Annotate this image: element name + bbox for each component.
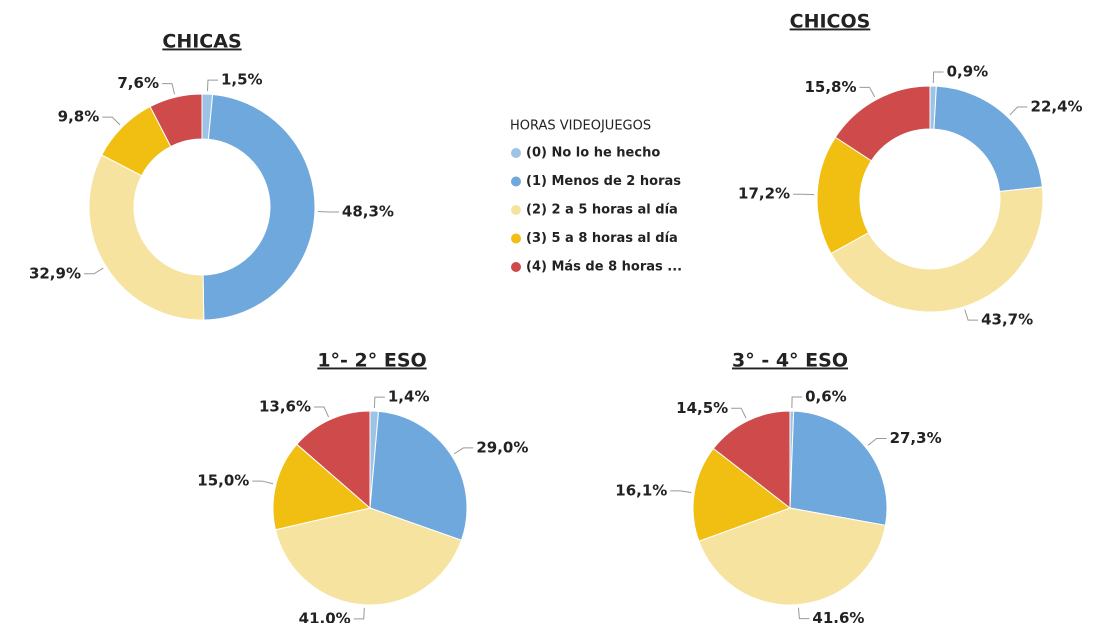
legend-label: (2) 2 a 5 horas al día xyxy=(526,203,678,218)
data-label: 16,1% xyxy=(615,481,667,499)
leader-line xyxy=(353,607,365,620)
slice xyxy=(830,186,1044,313)
chart-title: CHICAS xyxy=(162,31,241,53)
slice xyxy=(834,85,931,162)
data-label: 1,4% xyxy=(388,388,430,406)
slice xyxy=(149,93,203,148)
slice xyxy=(88,154,205,321)
leader-line xyxy=(797,607,810,620)
leader-line xyxy=(859,86,876,98)
leader-line xyxy=(314,406,330,418)
slice xyxy=(369,410,468,541)
leader-line xyxy=(373,396,385,409)
slice xyxy=(274,507,463,606)
slice xyxy=(202,93,316,321)
legend-label: (4) Más de 8 horas ... xyxy=(526,260,682,275)
chart-title: CHICOS xyxy=(790,11,871,33)
data-label: 22,4% xyxy=(1031,97,1083,115)
legend-label: (3) 5 a 8 horas al día xyxy=(526,231,678,246)
leader-line xyxy=(932,71,944,84)
leader-line xyxy=(867,438,887,446)
leader-line xyxy=(791,396,803,409)
leader-line xyxy=(1009,106,1028,116)
leader-line xyxy=(206,79,218,92)
leader-line xyxy=(964,309,979,321)
chart-title: 3° - 4° ESO xyxy=(732,350,848,372)
slice xyxy=(712,410,791,510)
data-label: 15,0% xyxy=(197,472,249,490)
leader-line xyxy=(161,83,176,95)
leader-line xyxy=(731,407,747,419)
data-label: 48,3% xyxy=(342,202,394,220)
slice xyxy=(698,507,887,606)
legend-marker xyxy=(511,176,521,187)
legend-marker xyxy=(511,262,521,272)
legend-label: (1) Menos de 2 horas xyxy=(526,174,681,189)
legend-marker xyxy=(511,233,521,244)
data-label: 7,6% xyxy=(117,74,159,92)
slice xyxy=(692,447,792,542)
legend-title: HORAS VIDEOJUEGOS xyxy=(510,119,651,134)
leader-line xyxy=(670,490,692,494)
data-label: 43,7% xyxy=(981,311,1033,329)
slice xyxy=(933,85,1043,193)
data-label: 41,6% xyxy=(812,609,864,623)
leader-line xyxy=(83,267,104,275)
slice xyxy=(789,410,888,526)
legend-marker xyxy=(511,148,521,158)
slice xyxy=(272,443,372,531)
data-label: 14,5% xyxy=(676,399,728,417)
legend-marker xyxy=(511,205,521,215)
data-label: 29,0% xyxy=(476,438,528,456)
leader-line xyxy=(252,480,274,485)
data-label: 15,8% xyxy=(804,78,856,96)
data-label: 0,9% xyxy=(947,63,989,81)
data-label: 1,5% xyxy=(221,71,263,89)
legend-label: (0) No lo he hecho xyxy=(526,146,660,161)
data-label: 17,2% xyxy=(738,185,790,203)
data-label: 32,9% xyxy=(29,264,81,282)
data-label: 9,8% xyxy=(58,108,100,126)
data-label: 27,3% xyxy=(890,429,942,447)
data-label: 13,6% xyxy=(259,397,311,415)
leader-line xyxy=(453,447,474,455)
chart-title: 1°- 2° ESO xyxy=(317,350,426,372)
slice xyxy=(296,410,371,510)
data-label: 0,6% xyxy=(805,388,847,406)
leader-line xyxy=(102,116,121,126)
data-label: 41,0% xyxy=(299,609,351,623)
